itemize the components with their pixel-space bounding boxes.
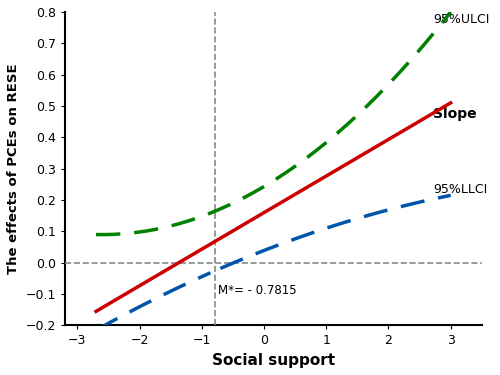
- Y-axis label: The effects of PCEs on RESE: The effects of PCEs on RESE: [7, 63, 20, 274]
- Text: M*= - 0.7815: M*= - 0.7815: [218, 285, 297, 297]
- X-axis label: Social support: Social support: [212, 353, 335, 368]
- Text: 95%LLCI: 95%LLCI: [434, 183, 488, 196]
- Text: Slope: Slope: [434, 107, 477, 121]
- Text: 95%ULCI: 95%ULCI: [434, 13, 490, 26]
